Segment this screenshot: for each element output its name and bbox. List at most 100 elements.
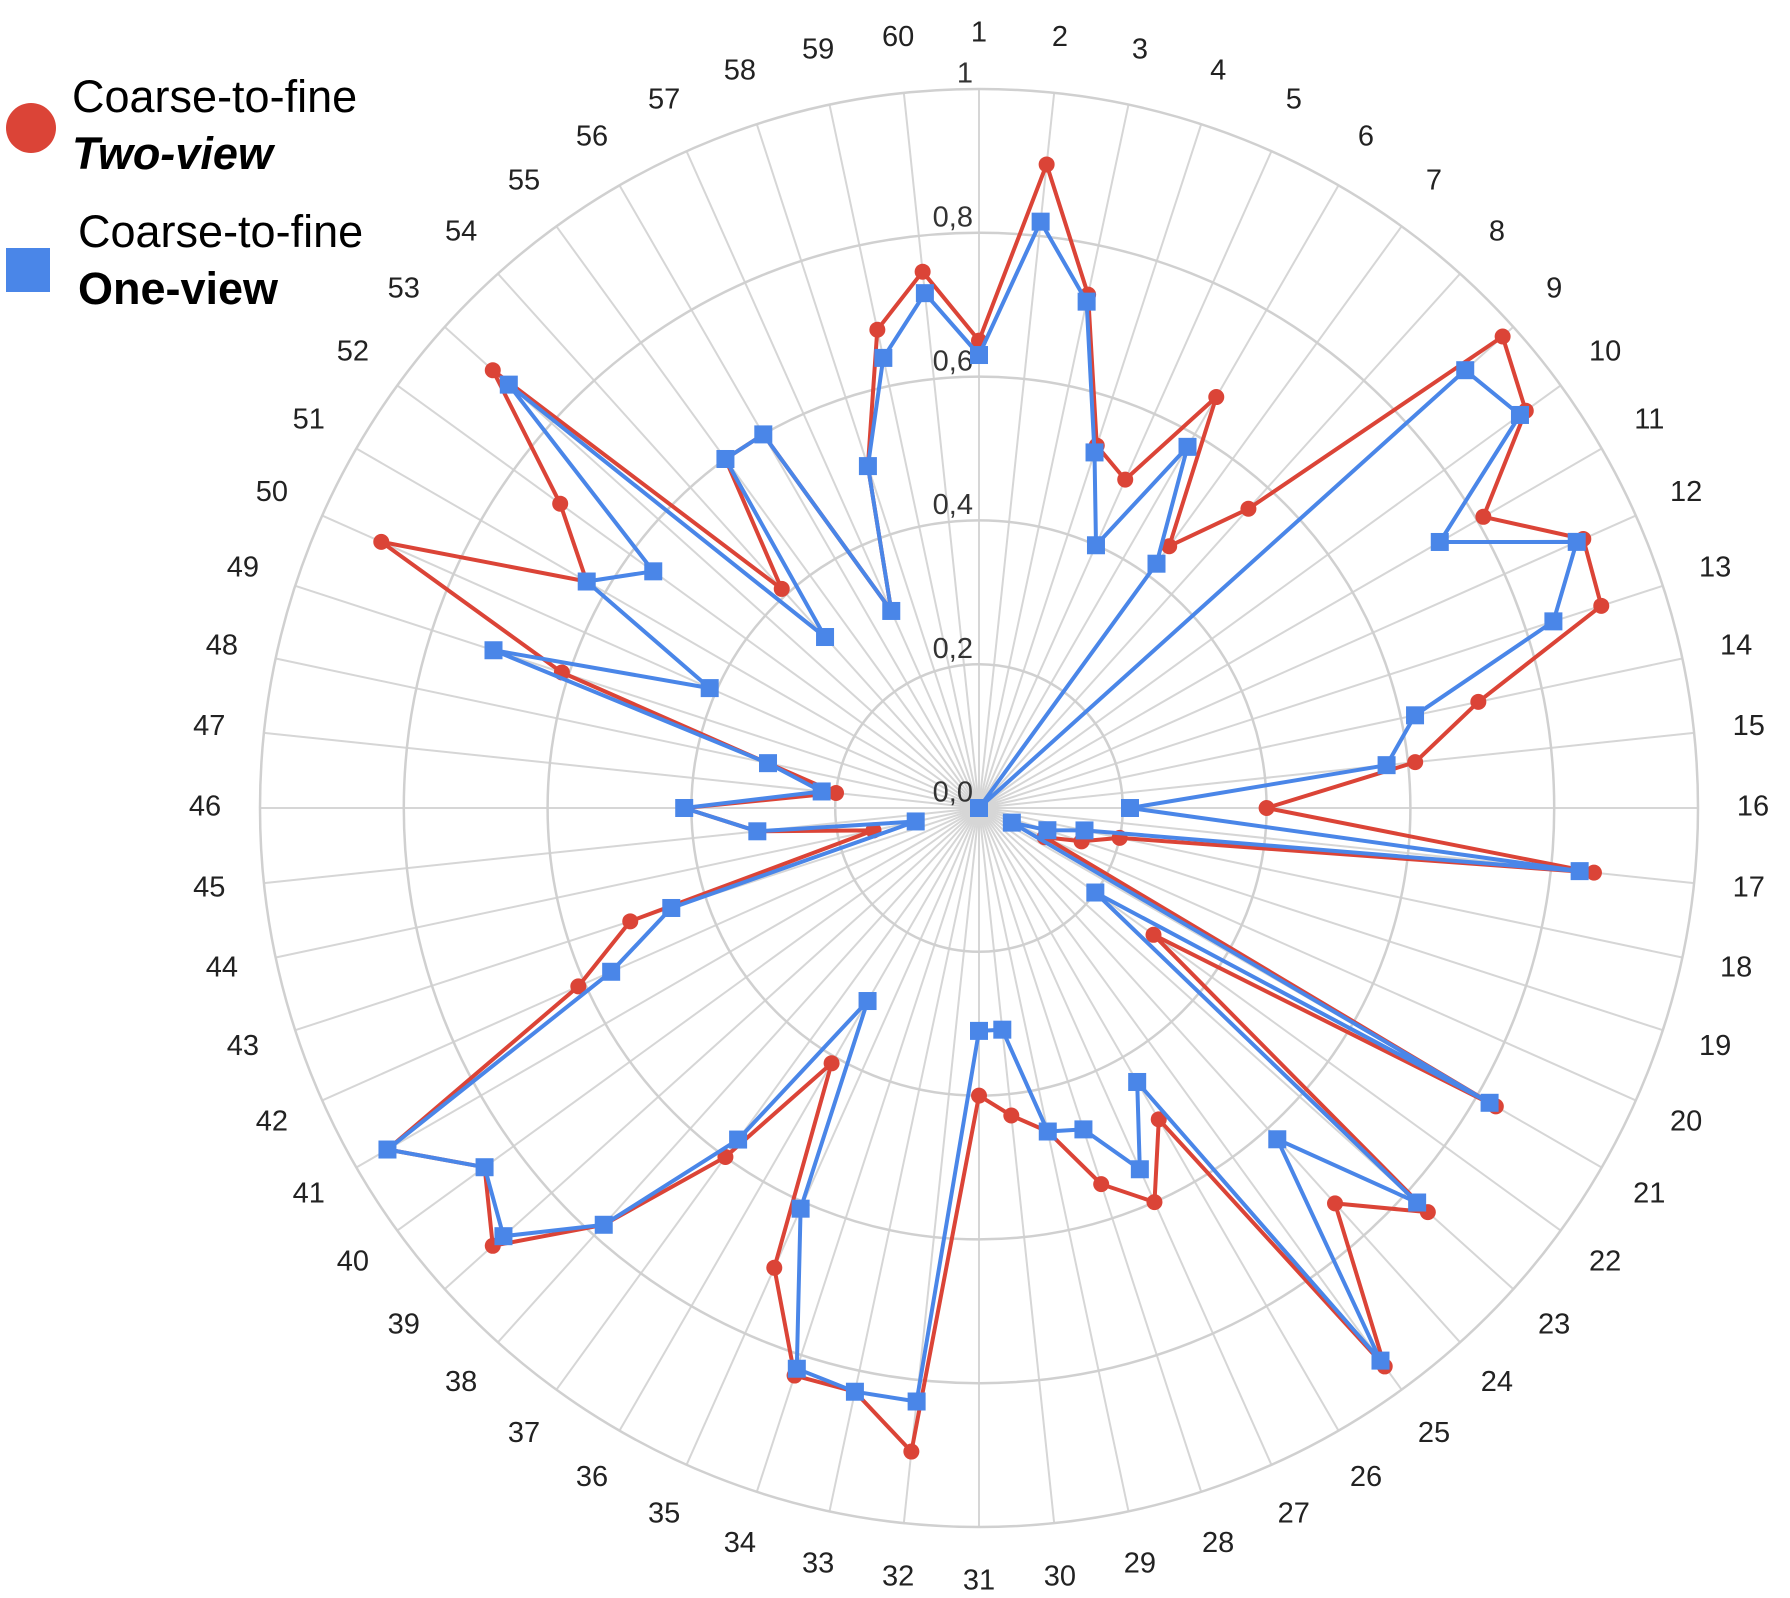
grid-ring <box>258 87 1700 1529</box>
category-label: 16 <box>1737 791 1769 823</box>
data-point <box>882 601 901 620</box>
legend-label: One-view <box>78 263 279 314</box>
data-point <box>1240 500 1257 517</box>
data-point <box>1544 612 1563 631</box>
category-label: 33 <box>802 1548 834 1580</box>
spoke <box>978 104 1130 809</box>
category-label: 1 <box>971 17 987 49</box>
category-label: 39 <box>388 1309 420 1341</box>
data-point <box>906 812 925 831</box>
category-label: 58 <box>724 55 756 87</box>
spoke <box>978 807 1637 1102</box>
spoke <box>978 807 1461 1343</box>
category-label: 18 <box>1720 952 1752 984</box>
spoke <box>275 657 980 809</box>
data-point <box>484 641 503 660</box>
category-label: 41 <box>293 1178 325 1210</box>
data-point <box>729 1130 748 1149</box>
data-point <box>1002 813 1021 832</box>
data-point <box>915 284 934 303</box>
data-point <box>1093 1176 1110 1193</box>
y-tick-label: 0,8 <box>933 201 973 233</box>
data-point <box>970 346 988 365</box>
data-point <box>1145 926 1162 943</box>
spoke <box>685 150 980 809</box>
data-point <box>1470 693 1487 710</box>
data-point <box>1147 554 1166 573</box>
data-point <box>1377 756 1396 775</box>
data-point <box>1585 864 1602 881</box>
data-point <box>1074 1120 1093 1139</box>
category-label: 54 <box>445 215 477 247</box>
data-point <box>1161 538 1178 555</box>
legend-label: Coarse-to-fine <box>78 206 363 257</box>
data-point <box>622 913 639 930</box>
category-label: 44 <box>206 952 238 984</box>
data-point <box>1038 156 1055 173</box>
category-label: 46 <box>189 791 221 823</box>
data-point <box>1268 1130 1287 1149</box>
spoke <box>978 184 1340 809</box>
spoke <box>396 384 980 809</box>
category-label: 23 <box>1538 1309 1570 1341</box>
y-tick-label: 0,6 <box>933 345 973 377</box>
category-label: 30 <box>1044 1560 1076 1592</box>
data-point <box>1086 883 1105 902</box>
data-point <box>748 822 767 841</box>
data-point <box>823 1055 840 1072</box>
data-point <box>1494 328 1511 345</box>
data-point <box>773 580 790 597</box>
category-label: 26 <box>1350 1461 1382 1493</box>
spoke <box>978 731 1695 809</box>
legend-label: Two-view <box>72 128 276 179</box>
spoke <box>978 92 1056 809</box>
category-label: 48 <box>206 630 238 662</box>
data-point <box>1117 471 1134 488</box>
data-point <box>644 562 663 581</box>
data-point <box>378 1140 397 1159</box>
category-label: 45 <box>193 872 225 904</box>
data-point <box>759 754 778 773</box>
grid-ring <box>546 375 1412 1241</box>
legend-marker <box>6 248 50 292</box>
data-point <box>1128 1072 1147 1091</box>
category-label: 3 <box>1132 34 1148 66</box>
spoke <box>497 807 980 1343</box>
category-label: 5 <box>1286 84 1302 116</box>
spoke <box>755 807 980 1493</box>
data-point <box>499 375 518 394</box>
data-point <box>766 1259 783 1276</box>
data-point <box>1208 389 1225 406</box>
spoke <box>978 807 1273 1466</box>
spoke <box>685 807 980 1466</box>
category-label: 51 <box>293 404 325 436</box>
legend: Coarse-to-fine Two-view Coarse-to-fine One-… <box>6 71 363 314</box>
data-point <box>858 457 877 476</box>
data-point <box>791 1199 810 1218</box>
data-point <box>1570 862 1589 881</box>
data-point <box>1038 821 1057 840</box>
data-point <box>494 1227 513 1246</box>
spoke <box>978 807 1403 1391</box>
data-point <box>787 1359 806 1378</box>
data-point <box>1003 1107 1020 1124</box>
data-point <box>970 799 988 817</box>
legend-label: Coarse-to-fine <box>72 71 357 122</box>
data-point <box>827 784 844 801</box>
y-tick-label: 0,4 <box>933 489 973 521</box>
spoke <box>618 807 980 1432</box>
data-point <box>1258 800 1275 816</box>
category-label: 19 <box>1699 1030 1731 1062</box>
spoke <box>978 447 1603 809</box>
category-label: 21 <box>1633 1178 1665 1210</box>
data-point <box>816 628 835 647</box>
category-label: 28 <box>1202 1527 1234 1559</box>
category-label: 29 <box>1124 1548 1156 1580</box>
data-point <box>1178 437 1197 456</box>
data-point <box>484 362 501 379</box>
category-label: 36 <box>576 1461 608 1493</box>
category-label: 47 <box>193 710 225 742</box>
data-point <box>1456 361 1475 380</box>
spoke <box>355 447 980 809</box>
